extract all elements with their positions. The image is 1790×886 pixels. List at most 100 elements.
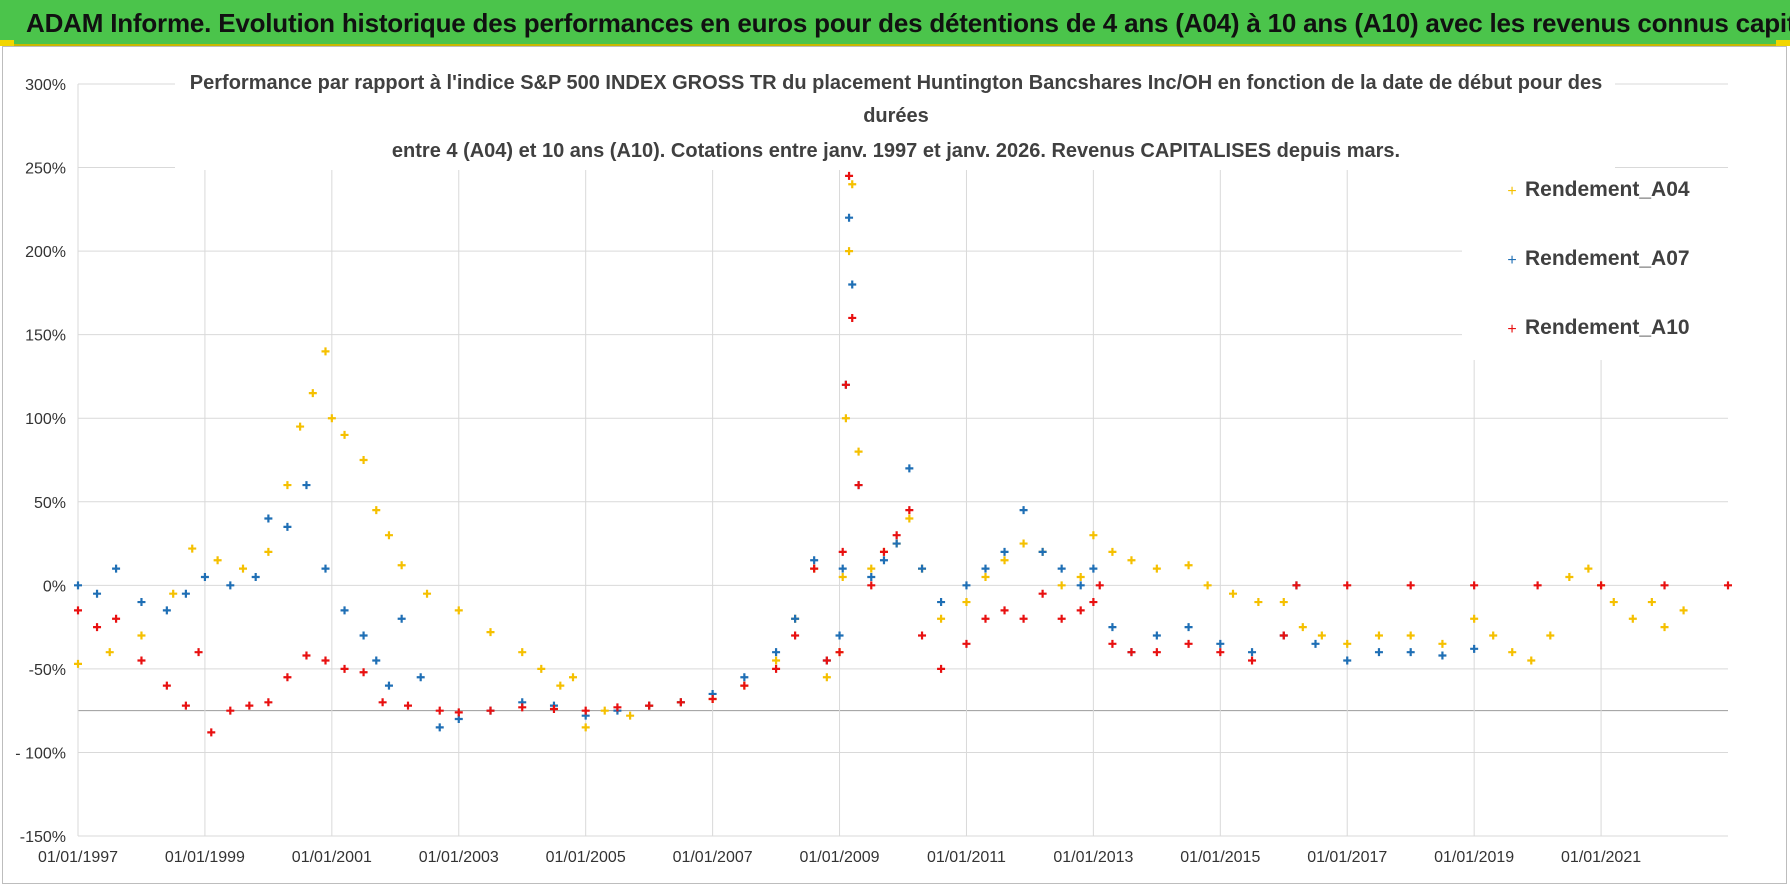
- data-point: [1406, 648, 1415, 657]
- data-point: [845, 213, 854, 222]
- x-tick-label: 01/01/2003: [419, 849, 499, 866]
- data-point: [569, 673, 577, 682]
- data-point: [854, 447, 863, 456]
- chart-title-line-3: entre 4 (A04) et 10 ans (A10). Cotations…: [392, 140, 1400, 162]
- data-point: [454, 708, 463, 717]
- data-point: [340, 664, 349, 673]
- data-point: [181, 701, 190, 710]
- data-point: [772, 648, 781, 657]
- y-tick-label: 250%: [25, 161, 66, 178]
- data-point: [1609, 598, 1618, 607]
- data-point: [1647, 598, 1656, 607]
- data-point: [981, 572, 990, 581]
- data-point: [137, 631, 146, 640]
- data-point: [740, 681, 749, 690]
- data-point: [791, 614, 800, 623]
- chart-title-background: [175, 74, 1615, 170]
- data-point: [1374, 648, 1383, 657]
- y-axis-labels: 300% 250% 200% 150% 100% 50% 0% -50% - 100% -150%: [15, 77, 66, 846]
- legend-marker-a10: +: [1507, 321, 1516, 338]
- data-point: [359, 631, 368, 640]
- data-point: [1089, 598, 1098, 607]
- data-point: [1089, 564, 1098, 573]
- data-point: [340, 430, 349, 439]
- x-tick-label: 01/01/2013: [1053, 849, 1133, 866]
- data-point: [848, 313, 857, 322]
- data-point: [835, 648, 844, 657]
- data-point: [1152, 631, 1161, 640]
- data-point: [1248, 656, 1257, 665]
- data-point: [845, 171, 854, 180]
- data-point: [397, 614, 406, 623]
- data-point: [905, 506, 914, 515]
- data-point: [1597, 581, 1606, 590]
- data-point: [581, 706, 590, 715]
- data-point: [1203, 581, 1212, 590]
- data-point: [1292, 581, 1301, 590]
- data-point: [245, 701, 254, 710]
- y-tick-label: 100%: [25, 411, 66, 428]
- data-point: [302, 651, 311, 660]
- data-point: [321, 564, 330, 573]
- data-point: [1127, 648, 1136, 657]
- data-point: [581, 723, 590, 732]
- chart-legend: + Rendement_A04 + Rendement_A07 + Rendem…: [1462, 170, 1732, 360]
- data-point: [549, 704, 558, 713]
- data-point: [454, 606, 463, 615]
- data-point: [867, 581, 876, 590]
- data-point: [1248, 648, 1257, 657]
- data-point: [1343, 639, 1352, 648]
- data-point: [918, 564, 927, 573]
- legend-marker-a04: +: [1507, 183, 1516, 200]
- x-tick-label: 01/01/1999: [165, 849, 245, 866]
- data-point: [1216, 639, 1225, 648]
- data-point: [137, 598, 146, 607]
- data-point: [879, 556, 888, 565]
- data-point: [93, 623, 102, 632]
- x-tick-label: 01/01/2021: [1561, 849, 1641, 866]
- data-point: [1089, 531, 1098, 540]
- chart-title-line-2: durées: [863, 105, 929, 127]
- series-rendement-a04: [74, 180, 1688, 732]
- header-banner: ADAM Informe. Evolution historique des p…: [0, 0, 1790, 46]
- data-point: [1406, 581, 1415, 590]
- y-tick-label: -50%: [29, 662, 66, 679]
- data-point: [226, 706, 235, 715]
- data-point: [962, 639, 971, 648]
- y-tick-label: 0%: [43, 578, 66, 595]
- data-point: [854, 481, 863, 490]
- x-tick-label: 01/01/2007: [673, 849, 753, 866]
- data-point: [626, 711, 635, 720]
- data-point: [321, 347, 330, 356]
- data-point: [384, 681, 393, 690]
- legend-label-a04: Rendement_A04: [1525, 178, 1690, 201]
- data-point: [1311, 639, 1320, 648]
- series-rendement-a10: [74, 171, 1732, 737]
- data-point: [251, 572, 260, 581]
- y-tick-label: - 100%: [15, 745, 66, 762]
- data-point: [296, 422, 305, 431]
- legend-marker-a07: +: [1507, 252, 1516, 269]
- data-point: [1660, 581, 1669, 590]
- data-point: [838, 547, 847, 556]
- data-point: [676, 698, 685, 707]
- data-point: [918, 631, 927, 640]
- data-point: [105, 648, 114, 657]
- legend-label-a10: Rendement_A10: [1525, 316, 1690, 339]
- y-tick-label: -150%: [20, 829, 66, 846]
- data-point: [213, 556, 222, 565]
- data-point: [518, 703, 527, 712]
- data-point: [867, 564, 876, 573]
- y-tick-label: 200%: [25, 244, 66, 261]
- page-title: ADAM Informe. Evolution historique des p…: [26, 8, 1790, 38]
- data-point: [848, 280, 857, 289]
- banner-accent-left: [0, 40, 14, 46]
- data-point: [1000, 547, 1009, 556]
- data-point: [1279, 598, 1288, 607]
- data-point: [416, 673, 425, 682]
- data-point: [1660, 623, 1669, 632]
- data-point: [486, 628, 495, 637]
- data-point: [423, 589, 432, 598]
- data-point: [207, 728, 216, 737]
- data-point: [892, 531, 901, 540]
